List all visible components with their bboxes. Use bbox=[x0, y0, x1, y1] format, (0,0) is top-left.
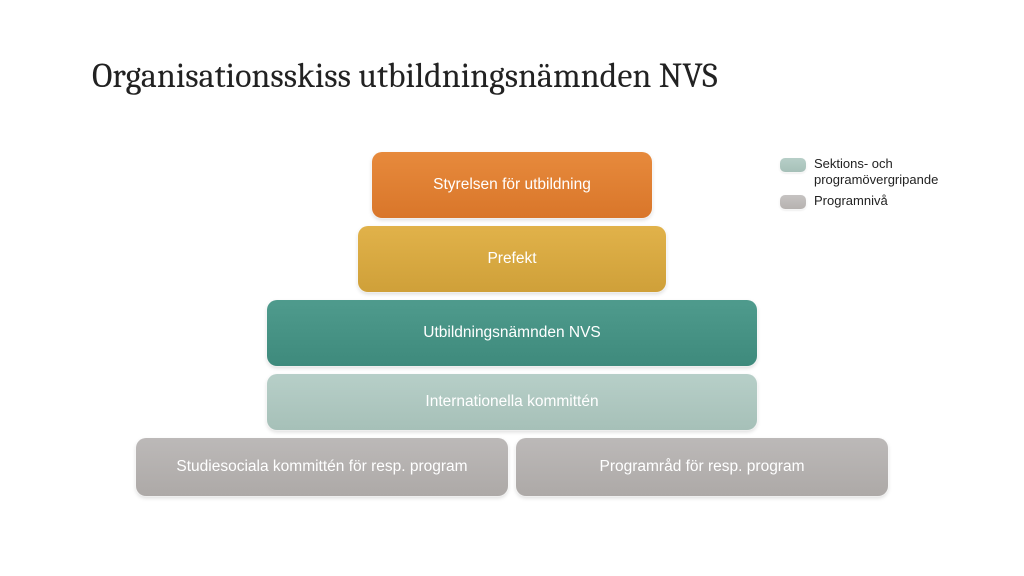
org-block-intl: Internationella kommittén bbox=[267, 374, 757, 430]
org-block-label: Programråd för resp. program bbox=[589, 458, 814, 476]
org-row: Internationella kommittén bbox=[267, 374, 757, 430]
legend-label: Programnivå bbox=[814, 193, 888, 209]
legend-swatch bbox=[780, 158, 806, 172]
legend: Sektions- och programövergripande Program… bbox=[780, 156, 974, 209]
org-block-label: Styrelsen för utbildning bbox=[423, 176, 601, 194]
legend-swatch bbox=[780, 195, 806, 209]
org-block-programrad: Programråd för resp. program bbox=[516, 438, 888, 496]
org-block-studiesociala: Studiesociala kommittén för resp. progra… bbox=[136, 438, 508, 496]
org-chart: Styrelsen för utbildning Prefekt Utbildnin… bbox=[136, 152, 888, 496]
org-block-label: Internationella kommittén bbox=[415, 393, 608, 411]
org-block-label: Prefekt bbox=[477, 250, 546, 268]
org-row: Prefekt bbox=[358, 226, 666, 292]
legend-item: Sektions- och programövergripande bbox=[780, 156, 974, 189]
org-block-label: Studiesociala kommittén för resp. progra… bbox=[166, 458, 477, 476]
legend-item: Programnivå bbox=[780, 193, 974, 209]
org-block-label: Utbildningsnämnden NVS bbox=[413, 324, 611, 342]
org-block-styrelsen: Styrelsen för utbildning bbox=[372, 152, 652, 218]
legend-label: Sektions- och programövergripande bbox=[814, 156, 974, 189]
org-block-nvs: Utbildningsnämnden NVS bbox=[267, 300, 757, 366]
org-row: Studiesociala kommittén för resp. progra… bbox=[136, 438, 888, 496]
org-row: Styrelsen för utbildning bbox=[372, 152, 652, 218]
org-block-prefekt: Prefekt bbox=[358, 226, 666, 292]
org-row: Utbildningsnämnden NVS bbox=[267, 300, 757, 366]
page-title: Organisationsskiss utbildningsnämnden NV… bbox=[92, 56, 718, 96]
